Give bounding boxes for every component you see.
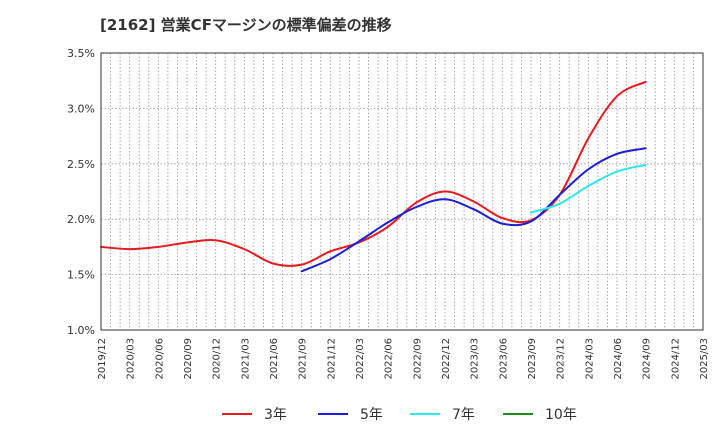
y-tick-label: 3.0%	[67, 102, 95, 115]
plot-area	[101, 53, 703, 330]
x-tick-label: 2021/09	[298, 338, 309, 380]
legend-label-2: 7年	[452, 407, 475, 423]
y-tick-label: 2.0%	[67, 213, 95, 226]
plot-border	[100, 52, 704, 331]
x-tick-label: 2021/06	[269, 338, 280, 380]
x-tick-label: 2023/06	[498, 338, 509, 380]
y-tick-label: 1.0%	[67, 324, 95, 337]
x-tick-label: 2024/09	[642, 338, 653, 380]
legend-label-0: 3年	[264, 407, 287, 423]
x-tick-label: 2022/09	[412, 338, 423, 380]
x-tick-label: 2019/12	[97, 338, 108, 380]
y-tick-label: 3.5%	[67, 47, 95, 60]
x-tick-label: 2021/12	[326, 338, 337, 380]
x-tick-label: 2024/06	[613, 338, 624, 380]
x-tick-label: 2022/06	[384, 338, 395, 380]
legend-label-1: 5年	[360, 407, 383, 423]
x-tick-label: 2020/06	[154, 338, 165, 380]
x-tick-label: 2024/12	[670, 338, 681, 380]
y-tick-label: 1.5%	[67, 269, 95, 282]
x-tick-label: 2020/09	[183, 338, 194, 380]
legend-label-3: 10年	[545, 407, 577, 423]
x-tick-label: 2025/03	[699, 338, 710, 380]
chart-title: [2162] 営業CFマージンの標準偏差の推移	[100, 16, 392, 34]
series-line-2	[530, 163, 647, 214]
x-tick-label: 2022/12	[441, 338, 452, 380]
x-tick-label: 2021/03	[240, 338, 251, 380]
x-tick-label: 2023/12	[556, 338, 567, 380]
x-tick-label: 2023/09	[527, 338, 538, 380]
x-tick-label: 2024/03	[584, 338, 595, 380]
x-tick-label: 2023/03	[470, 338, 481, 380]
series-line-1	[300, 147, 647, 273]
x-tick-label: 2022/03	[355, 338, 366, 380]
x-tick-label: 2020/12	[212, 338, 223, 380]
x-tick-label: 2020/03	[126, 338, 137, 380]
y-tick-label: 2.5%	[67, 158, 95, 171]
